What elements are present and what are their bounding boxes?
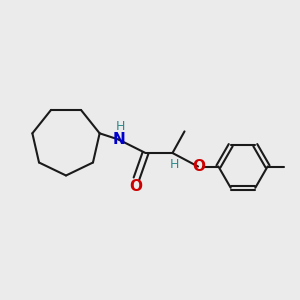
Text: H: H [169, 158, 179, 171]
Text: O: O [192, 159, 205, 174]
Text: N: N [112, 132, 125, 147]
Text: O: O [129, 179, 142, 194]
Text: H: H [116, 120, 126, 134]
